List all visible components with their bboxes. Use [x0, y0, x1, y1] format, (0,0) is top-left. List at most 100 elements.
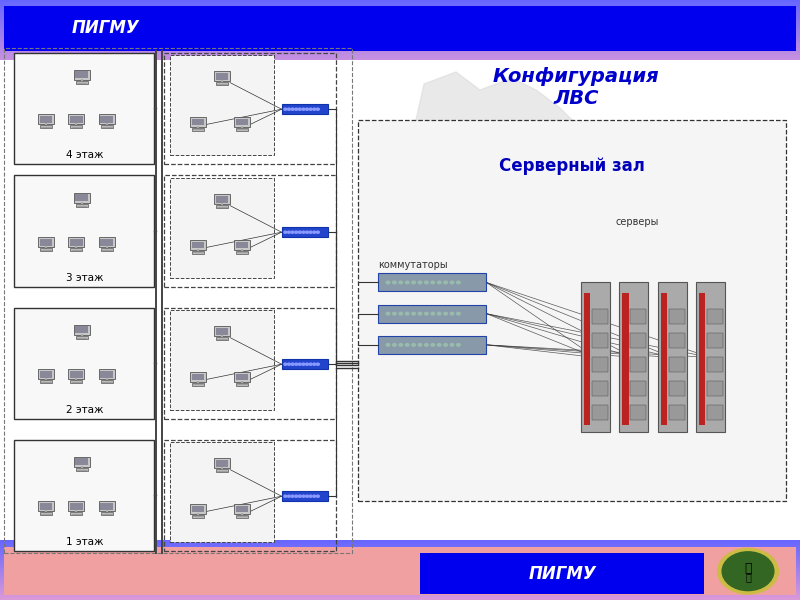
Bar: [0, 58, 800, 60]
Bar: [106, 124, 108, 125]
Bar: [0, 0, 800, 2]
Circle shape: [418, 313, 422, 315]
Bar: [235, 242, 248, 248]
Bar: [70, 239, 83, 245]
Bar: [0, 596, 800, 598]
Bar: [241, 249, 243, 251]
Bar: [192, 383, 204, 386]
Bar: [0, 546, 800, 548]
Bar: [234, 505, 250, 514]
Circle shape: [444, 344, 447, 346]
Circle shape: [425, 313, 428, 315]
Bar: [4, 6, 796, 51]
Bar: [70, 512, 82, 515]
Circle shape: [310, 108, 312, 110]
Bar: [81, 466, 82, 468]
Bar: [707, 382, 723, 397]
Circle shape: [313, 495, 316, 497]
Bar: [584, 293, 590, 425]
Circle shape: [425, 344, 428, 346]
Bar: [0, 62, 800, 65]
Bar: [0, 540, 800, 542]
Bar: [45, 124, 47, 125]
Bar: [70, 371, 83, 377]
Bar: [81, 79, 82, 81]
Bar: [0, 552, 800, 554]
Bar: [0, 564, 800, 566]
Text: 4 этаж: 4 этаж: [66, 150, 103, 160]
Circle shape: [438, 344, 441, 346]
Text: ПИГМУ: ПИГМУ: [72, 19, 140, 37]
Circle shape: [317, 108, 319, 110]
Bar: [0, 590, 800, 592]
Text: 🌿: 🌿: [745, 572, 751, 582]
Bar: [190, 241, 206, 250]
Bar: [215, 196, 229, 203]
Polygon shape: [408, 72, 624, 360]
Bar: [234, 373, 250, 382]
Bar: [282, 491, 328, 501]
Bar: [0, 60, 800, 540]
Bar: [4, 547, 796, 595]
Bar: [40, 512, 52, 515]
Circle shape: [450, 281, 454, 284]
Circle shape: [287, 495, 290, 497]
Bar: [214, 326, 230, 335]
Bar: [216, 337, 228, 340]
Bar: [592, 406, 608, 421]
Bar: [592, 310, 608, 325]
Bar: [101, 239, 114, 245]
Bar: [69, 237, 85, 247]
Bar: [99, 501, 115, 511]
Bar: [75, 379, 78, 380]
Bar: [170, 178, 274, 277]
Bar: [0, 566, 800, 568]
Bar: [101, 512, 113, 515]
Bar: [707, 310, 723, 325]
Bar: [241, 381, 243, 383]
Bar: [14, 175, 154, 286]
Bar: [378, 336, 486, 354]
Circle shape: [438, 281, 441, 284]
Circle shape: [722, 552, 774, 590]
Bar: [0, 576, 800, 578]
Bar: [70, 248, 82, 251]
Circle shape: [294, 108, 298, 110]
Circle shape: [284, 495, 286, 497]
Bar: [0, 558, 800, 560]
Bar: [75, 204, 88, 207]
Bar: [669, 334, 685, 349]
Bar: [40, 125, 52, 128]
Circle shape: [284, 108, 286, 110]
Bar: [0, 41, 800, 43]
Circle shape: [418, 344, 422, 346]
Bar: [235, 119, 248, 125]
Bar: [70, 116, 83, 122]
Bar: [70, 125, 82, 128]
Bar: [0, 38, 800, 41]
Circle shape: [386, 344, 390, 346]
Bar: [75, 81, 88, 84]
Bar: [164, 307, 336, 419]
Bar: [101, 503, 114, 509]
Bar: [164, 439, 336, 551]
Circle shape: [425, 281, 428, 284]
Bar: [214, 194, 230, 203]
Circle shape: [291, 495, 294, 497]
Bar: [0, 12, 800, 14]
Circle shape: [287, 231, 290, 233]
Circle shape: [294, 363, 298, 365]
Bar: [0, 10, 800, 12]
Bar: [0, 584, 800, 586]
Circle shape: [444, 313, 447, 315]
Text: серверы: серверы: [615, 217, 658, 227]
Bar: [630, 334, 646, 349]
Bar: [75, 124, 78, 125]
Bar: [696, 283, 725, 433]
Bar: [170, 442, 274, 541]
Bar: [39, 371, 53, 377]
Circle shape: [287, 108, 290, 110]
Bar: [215, 460, 229, 467]
Circle shape: [457, 281, 460, 284]
Circle shape: [412, 313, 415, 315]
